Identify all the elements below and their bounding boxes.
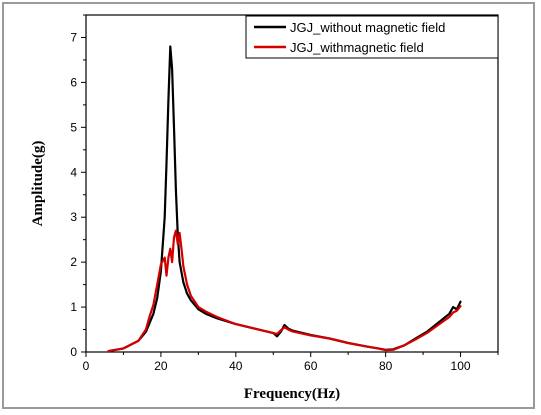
legend-label-without-field: JGJ_without magnetic field	[290, 20, 445, 35]
y-tick-label: 0	[70, 345, 77, 359]
legend: JGJ_without magnetic field JGJ_withmagne…	[245, 15, 499, 59]
legend-box	[245, 15, 499, 59]
x-tick-label: 40	[229, 359, 243, 373]
x-axis-title: Frequency(Hz)	[244, 386, 340, 402]
series-line-without-field	[107, 45, 462, 353]
y-tick-label: 7	[70, 30, 77, 44]
y-tick-label: 1	[70, 300, 77, 314]
x-tick-label: 20	[154, 359, 168, 373]
y-tick-label: 5	[70, 120, 77, 134]
series-line-with-field	[107, 229, 462, 353]
y-tick-label: 3	[70, 210, 77, 224]
y-tick-label: 2	[70, 255, 77, 269]
y-axis-ticks: 0 1 2 3 4 5 6 7	[70, 14, 86, 359]
series-layer	[107, 45, 462, 353]
x-tick-label: 100	[451, 359, 471, 373]
chart-frame	[2, 2, 535, 409]
y-axis-title: Amplitude(g)	[30, 141, 46, 227]
x-tick-label: 0	[83, 359, 90, 373]
plot-area	[85, 14, 499, 353]
legend-label-with-field: JGJ_withmagnetic field	[290, 40, 424, 55]
y-tick-label: 6	[70, 75, 77, 89]
x-tick-label: 80	[379, 359, 393, 373]
y-tick-label: 4	[70, 165, 77, 179]
x-axis-ticks: 0 20 40 60 80 100	[83, 352, 499, 373]
x-tick-label: 60	[304, 359, 318, 373]
